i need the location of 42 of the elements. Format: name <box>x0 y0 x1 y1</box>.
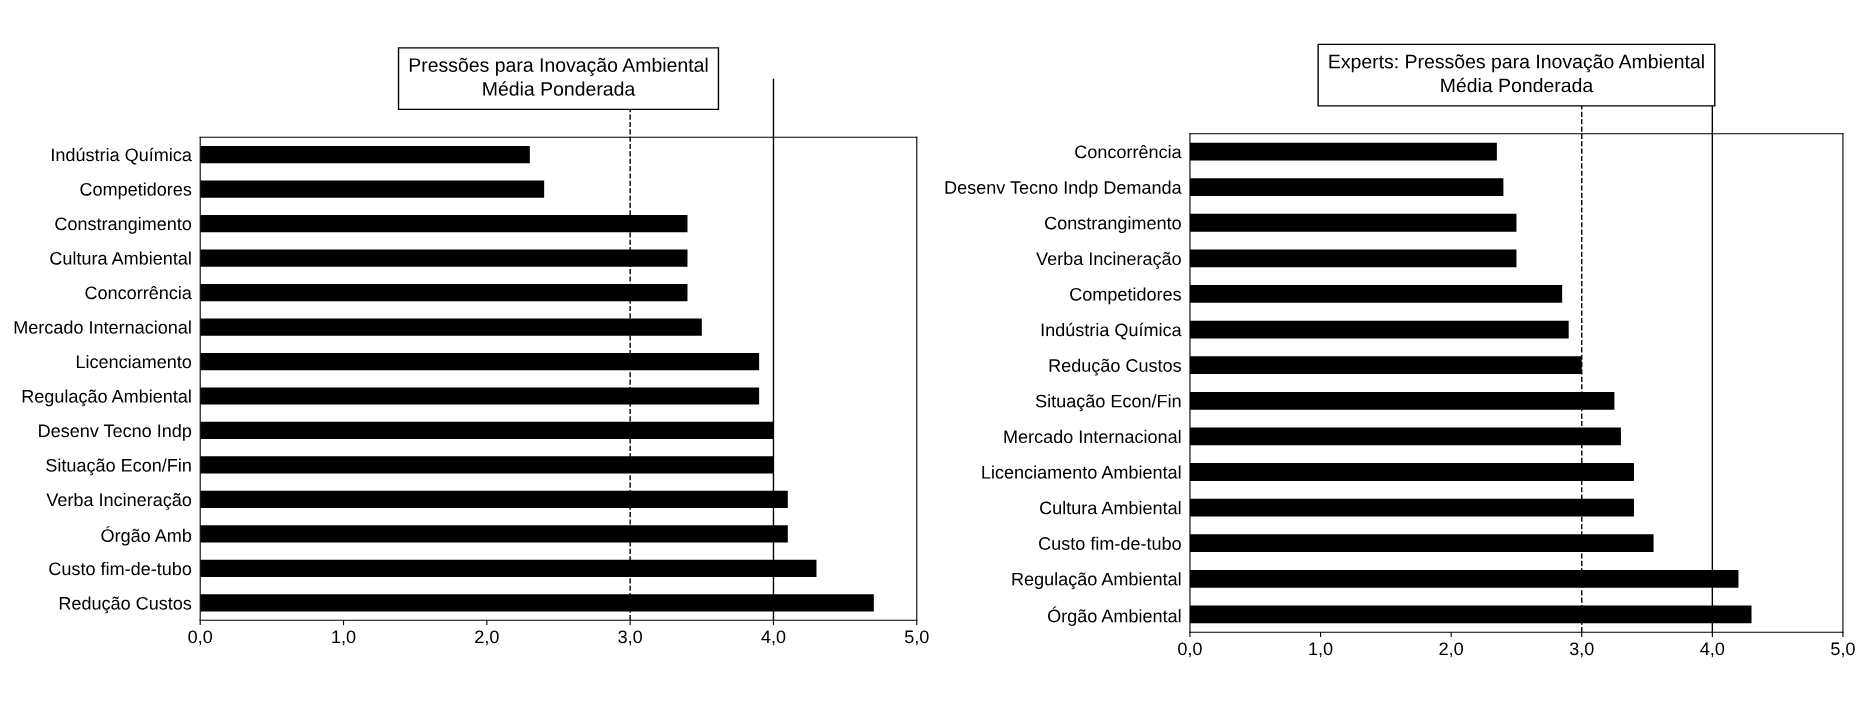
y-tick-label: Competidores <box>80 182 192 200</box>
y-tick-label: Regulação Ambiental <box>22 389 191 407</box>
y-tick-label: Cultura Ambiental <box>50 251 191 265</box>
x-tick-label: 2,0 <box>1439 642 1463 658</box>
y-tick-label: Competidores <box>1070 287 1181 305</box>
y-tick-label: Custo fim-de-tubo <box>49 561 192 576</box>
y-tick-label: Situação Econ/Fin <box>46 458 191 476</box>
y-tick-label: Redução Custos <box>1049 358 1181 376</box>
y-tick-label: Órgão Ambiental <box>1047 606 1181 626</box>
y-tick-label: Concorrência <box>85 285 192 300</box>
y-tick-label: Redução Custos <box>59 596 192 614</box>
y-tick-label: Licenciamento Ambiental <box>982 465 1181 479</box>
x-tick-label: 2,0 <box>475 630 499 646</box>
x-tick-label: 1,0 <box>332 630 356 646</box>
y-tick-label: Desenv Tecno Indp <box>39 423 192 441</box>
y-tick-label: Desenv Tecno Indp Demanda <box>945 180 1182 198</box>
y-tick-label: Custo fim-de-tubo <box>1039 536 1181 550</box>
y-tick-label: Constrangimento <box>55 216 192 234</box>
chart-title: Pressões para Inovação Ambiental Média Ponderada <box>409 57 708 96</box>
y-tick-label: Mercado Internacional <box>14 320 191 334</box>
y-tick-label: Regulação Ambiental <box>1012 572 1181 590</box>
y-tick-label: Indústria Química <box>1041 322 1182 340</box>
x-tick-label: 4,0 <box>1700 642 1725 658</box>
chart-title: Experts: Pressões para Inovação Ambiental Média Ponderada <box>1329 54 1704 93</box>
x-tick-label: 3,0 <box>1569 642 1594 658</box>
x-tick-label: 1,0 <box>1309 642 1333 658</box>
y-tick-label: Licenciamento <box>76 354 192 369</box>
y-tick-label: Situação Econ/Fin <box>1035 394 1181 412</box>
x-tick-label: 0,0 <box>188 630 213 646</box>
y-tick-label: Verba Incineração <box>46 492 192 510</box>
y-tick-label: Indústria Química <box>52 147 192 165</box>
x-tick-label: 3,0 <box>618 630 642 646</box>
y-tick-label: Verba Incineração <box>1036 251 1181 269</box>
y-tick-label: Cultura Ambiental <box>1040 501 1181 515</box>
x-tick-label: 5,0 <box>1831 642 1855 658</box>
y-tick-label: Órgão Amb <box>101 526 192 546</box>
x-tick-label: 4,0 <box>761 630 786 646</box>
y-tick-label: Mercado Internacional <box>1004 429 1181 444</box>
y-tick-label: Constrangimento <box>1045 216 1181 234</box>
y-tick-label: Concorrência <box>1075 144 1182 159</box>
x-tick-label: 0,0 <box>1178 642 1202 658</box>
x-tick-label: 5,0 <box>904 630 929 646</box>
